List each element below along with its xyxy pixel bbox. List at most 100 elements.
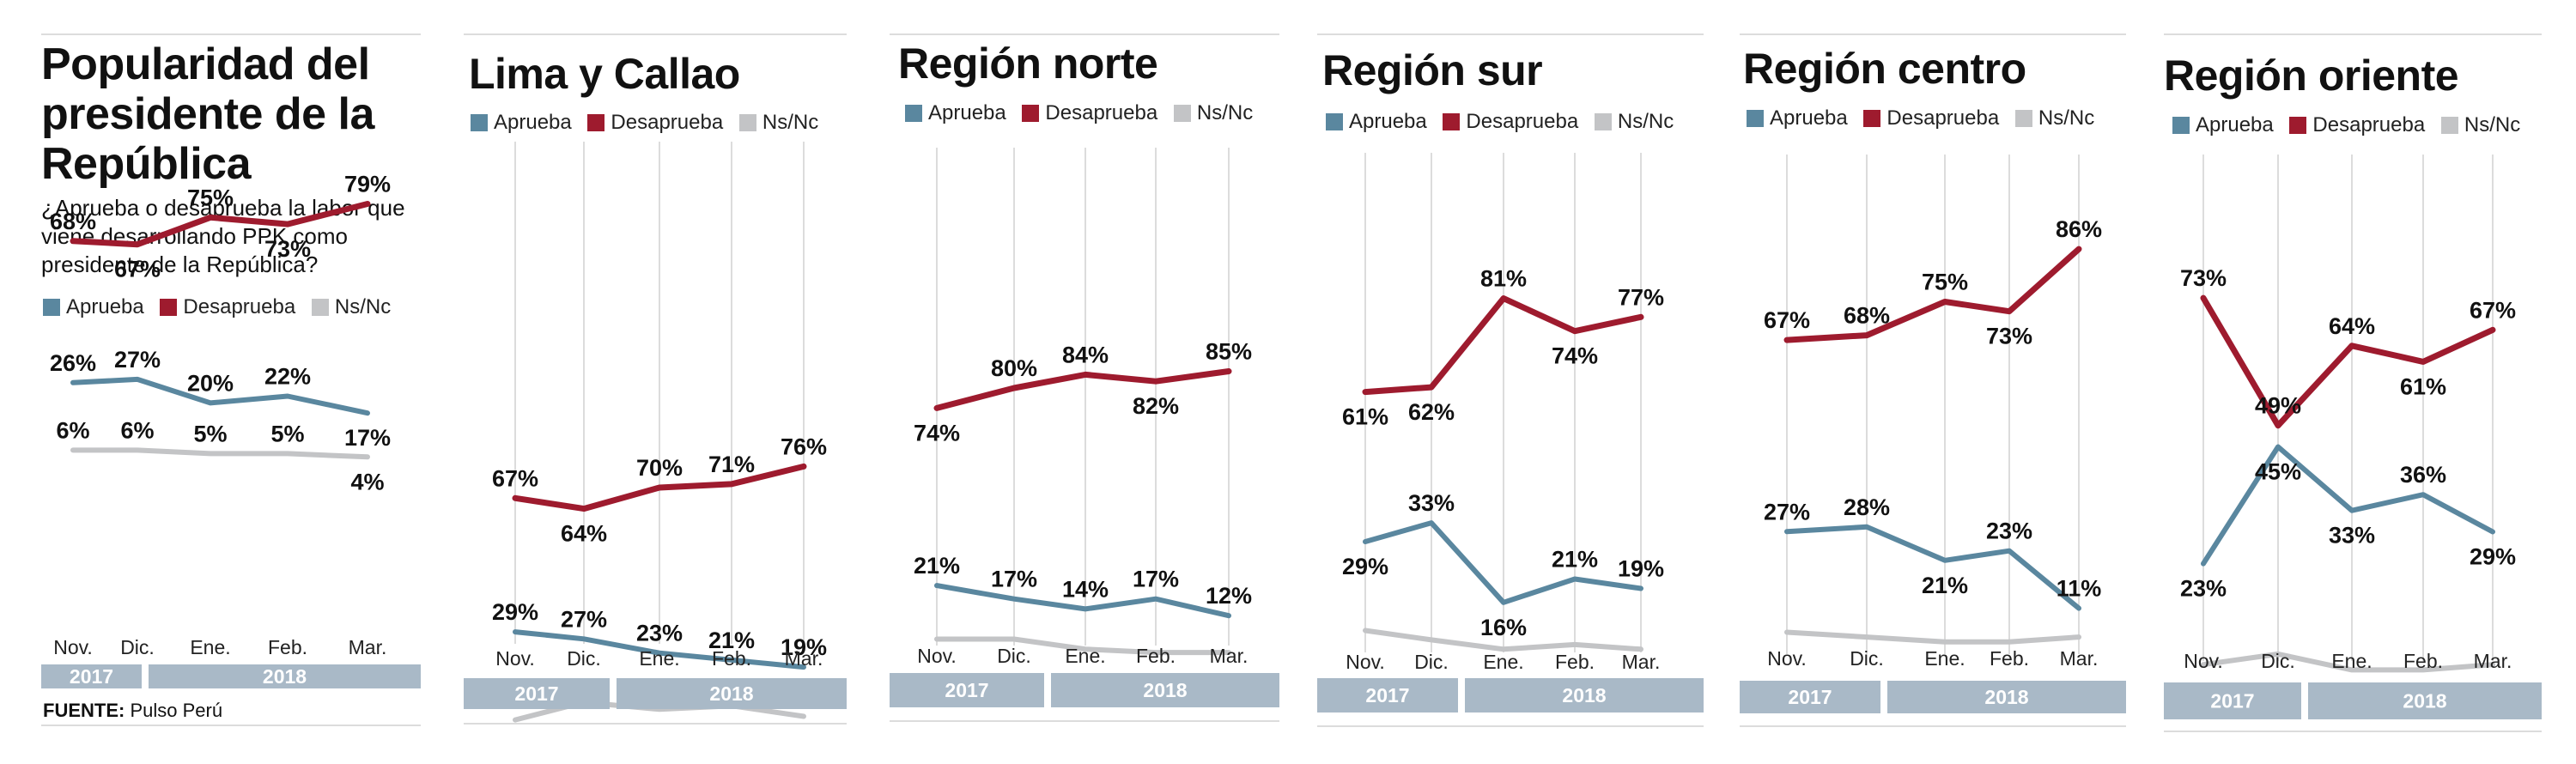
source-note: FUENTE: Pulso Perú — [43, 700, 222, 722]
year-label-2018: 2018 — [2403, 690, 2446, 712]
nsnc-swatch — [738, 113, 756, 131]
x-tick-label: Nov. — [917, 645, 957, 667]
year-label-2018: 2018 — [1143, 679, 1187, 701]
data-label-desaprueba: 61% — [2400, 373, 2446, 399]
series-line-desaprueba — [1362, 295, 1644, 396]
year-bar-2018 — [2308, 682, 2542, 719]
data-label-aprueba: 22% — [264, 364, 311, 390]
x-tick-label: Dic. — [120, 636, 155, 658]
panel-title-0: Popularidad del presidente de la Repúbli… — [41, 39, 374, 189]
data-label-desaprueba: 77% — [1618, 284, 1664, 310]
series-line-aprueba — [70, 376, 370, 416]
x-tick-label: Mar. — [349, 636, 387, 658]
data-label-aprueba: 19% — [781, 634, 827, 660]
data-label-desaprueba: 68% — [50, 209, 96, 234]
series-line-nsnc — [934, 636, 1231, 656]
legend-5: Aprueba Desaprueba Ns/Nc — [2172, 112, 2530, 136]
year-label-2018: 2018 — [1984, 686, 2028, 708]
year-bar-2017 — [464, 678, 610, 709]
x-tick-label: Dic. — [1850, 647, 1884, 670]
series-line-aprueba — [2201, 444, 2495, 567]
data-label-desaprueba: 75% — [1922, 270, 1968, 295]
legend-item-aprueba: Aprueba — [1747, 106, 1848, 130]
x-tick-label: Ene. — [2331, 650, 2372, 672]
x-tick-label: Nov. — [1767, 647, 1807, 670]
legend-item-desaprueba: Desaprueba — [1863, 106, 1999, 130]
year-label-2018: 2018 — [263, 665, 307, 688]
panel-title-2: Región norte — [898, 39, 1158, 88]
nsnc-swatch — [2014, 109, 2032, 127]
data-label-desaprueba: 67% — [492, 465, 538, 491]
x-tick-label: Ene. — [1924, 647, 1965, 670]
legend-label-aprueba: Aprueba — [1349, 109, 1427, 133]
x-tick-label: Mar. — [2060, 647, 2099, 670]
panel-3-chart: 29% 33% 16% 21% 19% 61% 62% 81% 74% 77% Nov. Dic. En… — [1317, 33, 1704, 727]
nsnc-swatch — [2440, 116, 2458, 134]
aprueba-swatch — [1326, 112, 1343, 130]
data-label-desaprueba: 86% — [2056, 216, 2102, 242]
data-label-desaprueba: 67% — [1764, 307, 1810, 333]
series-line-aprueba — [1363, 520, 1643, 605]
x-tick-label: Feb. — [712, 647, 751, 670]
legend-label-nsnc: Ns/Nc — [1196, 100, 1254, 124]
data-label-desaprueba: 71% — [708, 452, 755, 477]
data-label-aprueba: 28% — [1844, 494, 1890, 520]
year-bar-2018 — [1465, 678, 1704, 712]
year-label-2017: 2017 — [514, 682, 558, 705]
x-tick-label: Mar. — [1210, 645, 1249, 667]
data-label-desaprueba: 81% — [1480, 266, 1527, 292]
legend-item-nsnc: Ns/Nc — [1594, 110, 1674, 134]
legend-3: Aprueba Desaprueba Ns/Nc — [1326, 109, 1684, 133]
data-label-aprueba: 19% — [1618, 555, 1664, 581]
year-bar-2017 — [41, 664, 142, 688]
series-line-desaprueba — [1783, 246, 2082, 343]
x-tick-label: Ene. — [639, 647, 679, 670]
legend-label-desaprueba: Desaprueba — [2312, 112, 2426, 136]
data-label-desaprueba: 79% — [344, 172, 391, 197]
legend-label-desaprueba: Desaprueba — [611, 110, 724, 134]
x-tick-label: Nov. — [53, 636, 93, 658]
data-label-desaprueba: 49% — [2255, 393, 2301, 419]
panel-title-5: Región oriente — [2164, 52, 2459, 100]
year-bar-2018 — [149, 664, 421, 688]
aprueba-swatch — [1747, 109, 1764, 127]
x-tick-label: Ene. — [1483, 651, 1523, 673]
data-label-aprueba: 17% — [991, 567, 1037, 592]
legend-item-desaprueba: Desaprueba — [587, 111, 723, 135]
source-label: FUENTE: — [43, 700, 125, 721]
data-label-aprueba: 21% — [1922, 573, 1968, 598]
x-tick-label: Feb. — [268, 636, 307, 658]
x-tick-label: Dic. — [567, 647, 601, 670]
series-line-desaprueba — [933, 368, 1232, 411]
data-label-desaprueba: 67% — [2470, 297, 2516, 323]
nsnc-swatch — [311, 298, 329, 316]
year-label-2018: 2018 — [709, 682, 753, 705]
legend-item-aprueba: Aprueba — [1326, 110, 1427, 134]
data-label-desaprueba: 85% — [1206, 339, 1252, 365]
data-label-aprueba: 33% — [1408, 490, 1455, 516]
legend-item-nsnc: Ns/Nc — [2440, 113, 2520, 137]
x-tick-label: Dic. — [2261, 650, 2295, 672]
data-label-desaprueba: 68% — [1844, 303, 1890, 329]
panel-5-chart: 23% 45% 33% 36% 29% 73% 49% 64% 61% 67% Nov. Dic. En… — [2164, 33, 2542, 732]
x-tick-label: Ene. — [1065, 645, 1105, 667]
data-label-aprueba: 16% — [1480, 615, 1527, 640]
data-label-nsnc: 5% — [270, 421, 304, 446]
year-bar-2018 — [1051, 673, 1279, 707]
legend-item-desaprueba: Desaprueba — [2289, 113, 2425, 137]
year-bar-2018 — [1887, 681, 2126, 713]
data-label-desaprueba: 61% — [1342, 404, 1388, 430]
desaprueba-swatch — [160, 298, 178, 316]
panel-2-chart: 21% 17% 14% 17% 12% 74% 80% 84% 82% 85% Nov. Dic. En… — [890, 33, 1279, 722]
data-label-desaprueba: 64% — [2329, 313, 2375, 339]
series-line-nsnc — [70, 447, 370, 460]
data-label-aprueba: 27% — [1764, 499, 1810, 524]
data-label-desaprueba: 75% — [187, 185, 234, 210]
year-label-2017: 2017 — [1365, 684, 1409, 706]
x-tick-label: Nov. — [495, 647, 535, 670]
data-label-nsnc: 4% — [350, 469, 384, 494]
series-line-nsnc — [1363, 628, 1643, 652]
series-line-desaprueba — [2200, 294, 2496, 429]
data-label-aprueba: 27% — [114, 347, 161, 373]
